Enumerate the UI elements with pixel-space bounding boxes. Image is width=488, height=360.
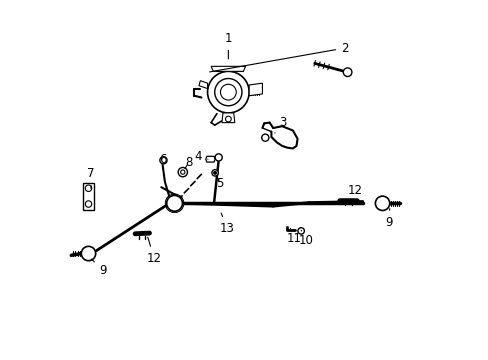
Text: 9: 9 (384, 209, 391, 229)
Circle shape (343, 68, 351, 76)
Text: 8: 8 (184, 156, 192, 168)
Text: 1: 1 (224, 32, 232, 59)
Text: 11: 11 (286, 228, 301, 244)
Polygon shape (249, 83, 262, 96)
Circle shape (375, 196, 389, 211)
Circle shape (81, 246, 96, 261)
Text: 4: 4 (194, 150, 207, 163)
Text: 12: 12 (146, 237, 162, 265)
Text: 10: 10 (298, 230, 313, 247)
Circle shape (85, 201, 92, 207)
Circle shape (160, 157, 167, 164)
Circle shape (207, 71, 249, 113)
Text: 3: 3 (274, 116, 286, 133)
Circle shape (178, 167, 187, 177)
Circle shape (211, 170, 218, 176)
Text: 13: 13 (220, 213, 234, 235)
Circle shape (166, 195, 182, 211)
Polygon shape (211, 66, 245, 71)
Circle shape (85, 185, 92, 192)
Text: 2: 2 (209, 41, 348, 72)
Circle shape (180, 170, 184, 174)
Circle shape (213, 171, 216, 174)
Circle shape (215, 154, 222, 161)
Text: 9: 9 (91, 259, 106, 277)
Text: 7: 7 (87, 167, 95, 189)
Circle shape (297, 228, 304, 234)
Polygon shape (83, 183, 93, 210)
Circle shape (261, 134, 268, 141)
Polygon shape (222, 113, 234, 123)
Text: 6: 6 (159, 153, 166, 169)
Polygon shape (205, 156, 215, 162)
Text: 12: 12 (347, 184, 362, 202)
Text: 5: 5 (216, 177, 224, 190)
